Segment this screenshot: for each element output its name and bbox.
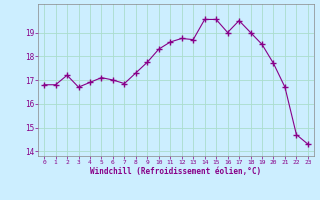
X-axis label: Windchill (Refroidissement éolien,°C): Windchill (Refroidissement éolien,°C) [91, 167, 261, 176]
